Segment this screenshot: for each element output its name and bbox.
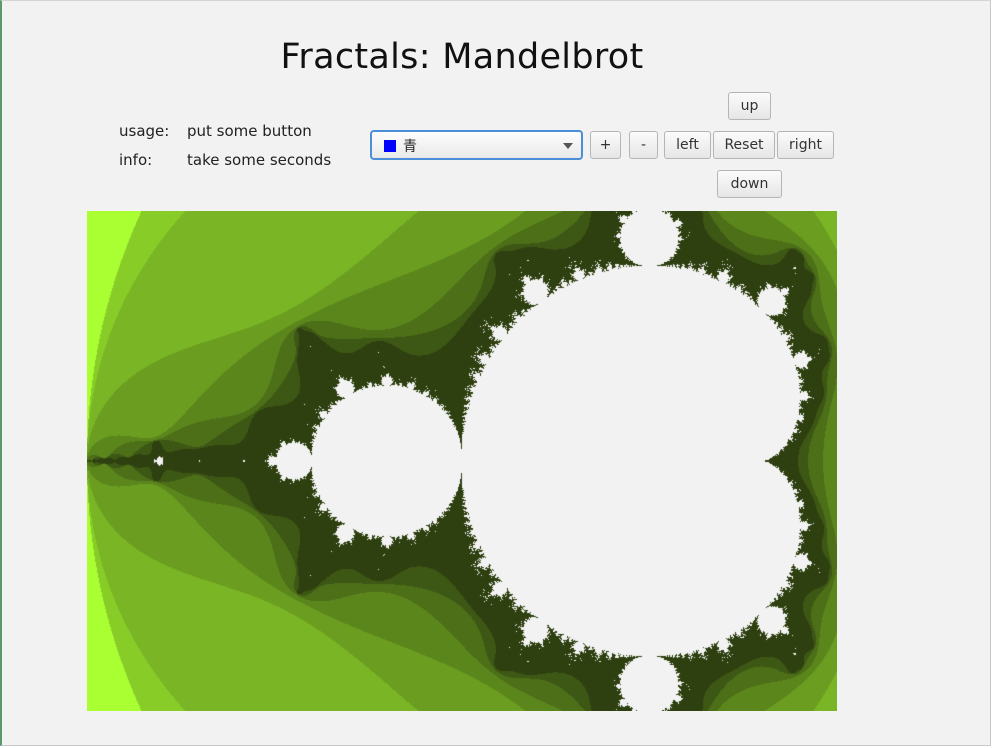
info-label: info: <box>119 151 153 169</box>
usage-label: usage: <box>119 122 170 140</box>
zoom-in-button[interactable]: + <box>590 131 621 159</box>
color-select-value: 青 <box>403 139 417 155</box>
fractal-view[interactable] <box>87 211 837 711</box>
mandelbrot-canvas[interactable] <box>87 211 837 711</box>
chevron-down-icon[interactable] <box>563 143 573 149</box>
reset-button[interactable]: Reset <box>713 131 775 159</box>
zoom-out-button[interactable]: - <box>629 131 658 159</box>
down-button[interactable]: down <box>717 170 782 198</box>
up-button[interactable]: up <box>728 92 771 120</box>
info-text: take some seconds <box>187 151 332 169</box>
right-button[interactable]: right <box>777 131 834 159</box>
color-select[interactable]: 青 <box>370 130 583 160</box>
page-title: Fractals: Mandelbrot <box>280 37 644 77</box>
usage-text: put some button <box>187 122 312 140</box>
color-swatch <box>384 140 396 152</box>
left-button[interactable]: left <box>664 131 711 159</box>
